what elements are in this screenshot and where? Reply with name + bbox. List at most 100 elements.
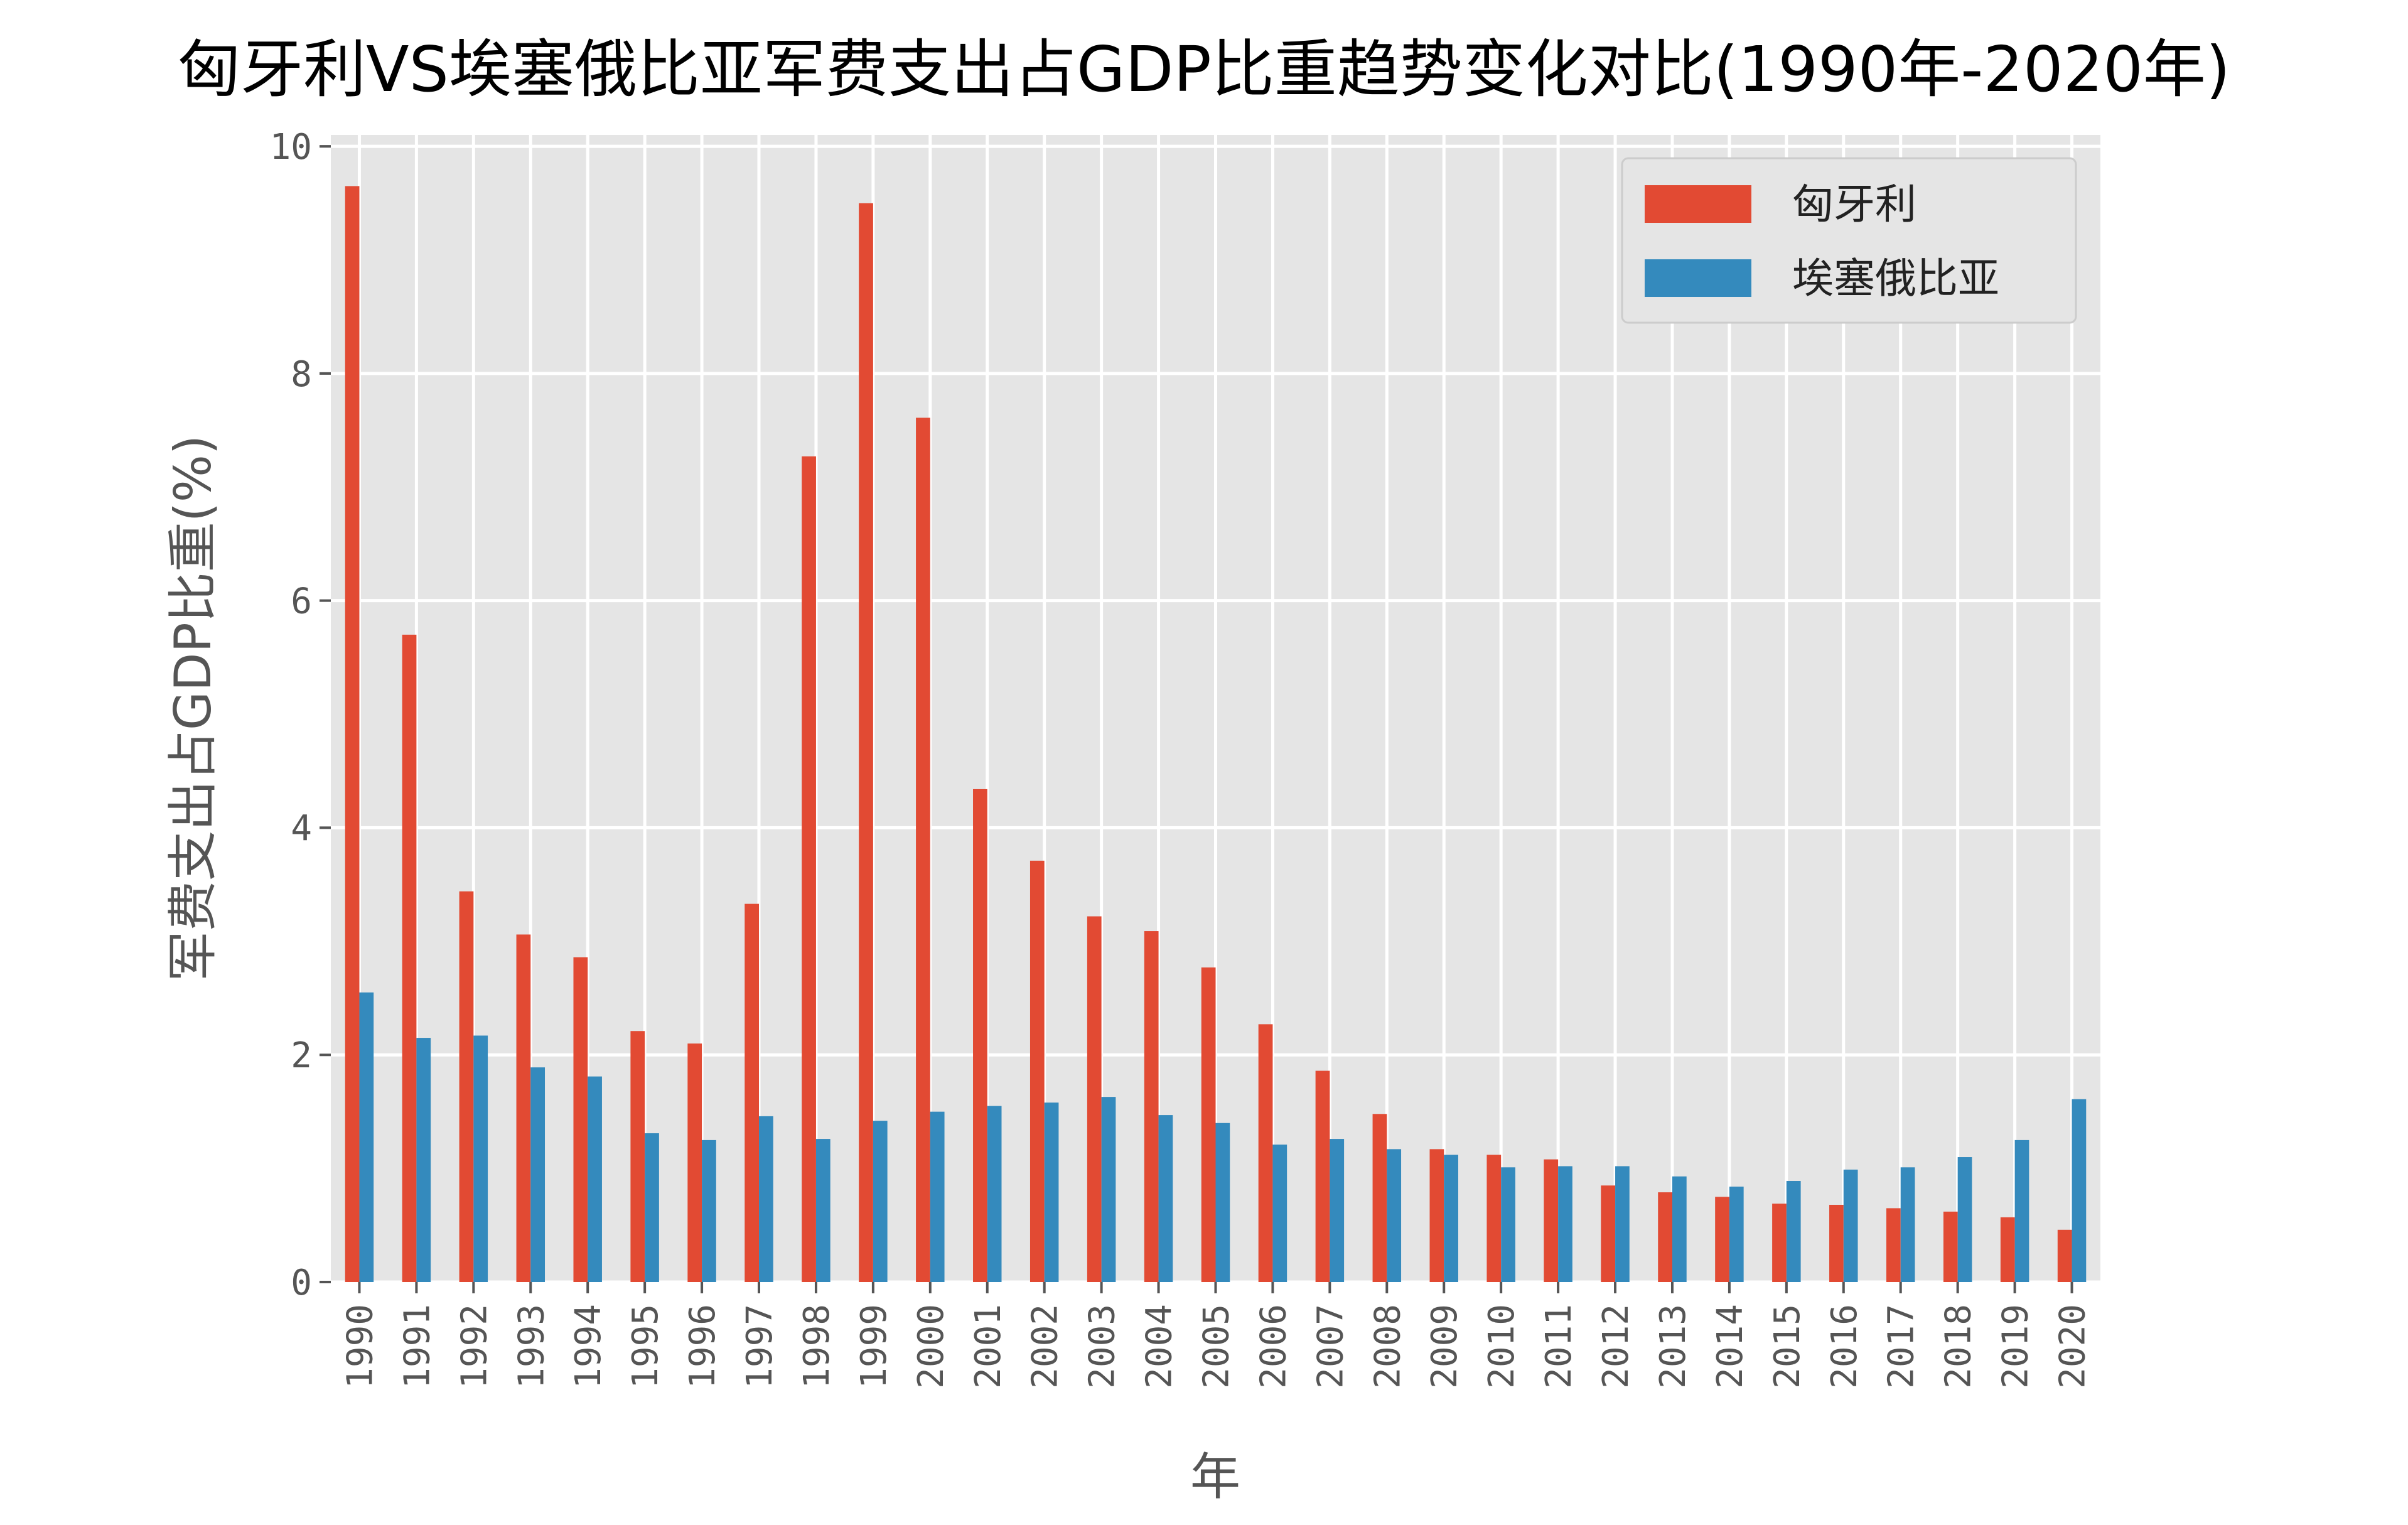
bar-hungary-1999 <box>859 203 873 1282</box>
bar-ethiopia-2020 <box>2072 1099 2087 1282</box>
x-tick-label: 1997 <box>739 1304 780 1389</box>
bar-ethiopia-2009 <box>1444 1155 1458 1282</box>
bar-ethiopia-2002 <box>1044 1102 1059 1282</box>
x-tick-label: 1995 <box>625 1304 666 1389</box>
y-tick-label: 0 <box>291 1263 312 1303</box>
x-tick-label: 1992 <box>454 1304 495 1389</box>
legend-swatch-ethiopia <box>1645 259 1751 297</box>
x-tick-label: 1994 <box>568 1304 609 1389</box>
x-tick-label: 2009 <box>1424 1304 1465 1389</box>
bar-hungary-1997 <box>744 903 760 1282</box>
bar-hungary-1996 <box>687 1043 702 1282</box>
bar-hungary-2003 <box>1087 916 1102 1282</box>
bar-ethiopia-2004 <box>1158 1115 1173 1282</box>
bar-hungary-2017 <box>1886 1208 1901 1282</box>
x-tick-label: 2014 <box>1710 1304 1751 1389</box>
bar-ethiopia-2006 <box>1272 1145 1287 1282</box>
x-tick-label: 2001 <box>968 1304 1009 1389</box>
x-tick-label: 1993 <box>511 1304 552 1389</box>
bar-ethiopia-2008 <box>1387 1149 1402 1282</box>
bar-hungary-1992 <box>459 891 474 1282</box>
bar-ethiopia-2018 <box>1957 1157 1972 1282</box>
bar-ethiopia-1990 <box>359 992 374 1282</box>
y-axis-label: 军费支出占GDP比重(%) <box>164 435 222 981</box>
bar-ethiopia-2011 <box>1558 1166 1572 1282</box>
x-tick-label: 2016 <box>1824 1304 1865 1389</box>
bar-ethiopia-1998 <box>815 1139 830 1282</box>
bar-hungary-1993 <box>516 934 531 1282</box>
bar-hungary-2016 <box>1829 1204 1844 1282</box>
bar-ethiopia-2015 <box>1786 1181 1801 1282</box>
bar-hungary-2000 <box>916 418 930 1282</box>
bar-ethiopia-2010 <box>1501 1167 1515 1282</box>
bar-hungary-1998 <box>802 456 816 1282</box>
x-tick-label: 2007 <box>1310 1304 1351 1389</box>
x-tick-label: 1990 <box>340 1304 380 1389</box>
x-tick-label: 2020 <box>2053 1304 2094 1389</box>
y-tick-label: 2 <box>291 1035 312 1076</box>
bar-hungary-1994 <box>573 957 588 1282</box>
bar-hungary-2010 <box>1486 1155 1502 1282</box>
bar-hungary-2009 <box>1429 1149 1444 1282</box>
bar-ethiopia-1991 <box>416 1038 431 1282</box>
x-axis-label: 年 <box>1190 1448 1240 1506</box>
bars <box>345 186 2087 1282</box>
bar-hungary-2012 <box>1601 1185 1616 1282</box>
legend-swatch-hungary <box>1645 185 1751 223</box>
bar-hungary-2015 <box>1772 1204 1787 1282</box>
y-axis-ticks: 0 2 4 6 8 10 <box>270 127 331 1303</box>
bar-ethiopia-2013 <box>1672 1176 1687 1282</box>
x-tick-label: 2013 <box>1653 1304 1694 1389</box>
bar-ethiopia-2005 <box>1215 1123 1230 1282</box>
x-tick-label: 2019 <box>1996 1304 2036 1389</box>
bar-ethiopia-2001 <box>987 1106 1002 1282</box>
legend: 匈牙利 埃塞俄比亚 <box>1621 157 2077 324</box>
x-tick-label: 2006 <box>1253 1304 1294 1389</box>
bar-ethiopia-1996 <box>702 1140 716 1282</box>
y-tick-label: 6 <box>291 581 312 622</box>
x-tick-label: 2017 <box>1881 1304 1922 1389</box>
x-tick-label: 2000 <box>911 1304 952 1389</box>
bar-ethiopia-1999 <box>873 1121 888 1282</box>
x-tick-label: 1996 <box>682 1304 723 1389</box>
x-tick-label: 2005 <box>1196 1304 1237 1389</box>
bar-ethiopia-2019 <box>2014 1140 2029 1282</box>
x-tick-label: 2003 <box>1082 1304 1123 1389</box>
bar-ethiopia-2016 <box>1843 1169 1858 1282</box>
chart-title: 匈牙利VS埃塞俄比亚军费支出占GDP比重趋势变化对比(1990年-2020年) <box>178 33 2230 106</box>
legend-label-hungary: 匈牙利 <box>1792 180 1916 229</box>
y-tick-label: 4 <box>291 808 312 849</box>
bar-hungary-2020 <box>2057 1229 2072 1282</box>
x-tick-label: 2010 <box>1481 1304 1522 1389</box>
bar-hungary-2006 <box>1258 1024 1273 1282</box>
bar-hungary-2004 <box>1144 931 1159 1282</box>
x-tick-label: 2015 <box>1767 1304 1808 1389</box>
x-tick-label: 2002 <box>1025 1304 1066 1389</box>
bar-hungary-2008 <box>1372 1114 1387 1282</box>
bar-hungary-2018 <box>1943 1211 1958 1282</box>
x-tick-label: 2012 <box>1596 1304 1637 1389</box>
x-tick-label: 1998 <box>797 1304 837 1389</box>
bar-hungary-2014 <box>1715 1197 1729 1282</box>
y-tick-label: 10 <box>270 127 312 168</box>
bar-ethiopia-2003 <box>1101 1097 1116 1282</box>
bar-hungary-1991 <box>402 634 417 1282</box>
bar-hungary-2013 <box>1658 1192 1672 1282</box>
legend-label-ethiopia: 埃塞俄比亚 <box>1792 254 1999 303</box>
x-tick-label: 2011 <box>1539 1304 1579 1389</box>
bar-hungary-2001 <box>973 789 987 1282</box>
bar-ethiopia-2007 <box>1330 1139 1345 1282</box>
bar-hungary-2005 <box>1201 967 1216 1282</box>
x-tick-label: 2004 <box>1139 1304 1180 1389</box>
x-tick-label: 1991 <box>397 1304 438 1389</box>
bar-ethiopia-2000 <box>930 1111 945 1282</box>
bar-ethiopia-1992 <box>473 1035 488 1282</box>
bar-hungary-2019 <box>2000 1217 2015 1282</box>
bar-ethiopia-1997 <box>759 1116 773 1282</box>
x-tick-label: 2018 <box>1938 1304 1979 1389</box>
bar-ethiopia-2017 <box>1900 1167 1915 1282</box>
bar-hungary-2007 <box>1315 1070 1330 1282</box>
x-tick-label: 1999 <box>854 1304 895 1389</box>
bar-hungary-1995 <box>630 1031 645 1282</box>
